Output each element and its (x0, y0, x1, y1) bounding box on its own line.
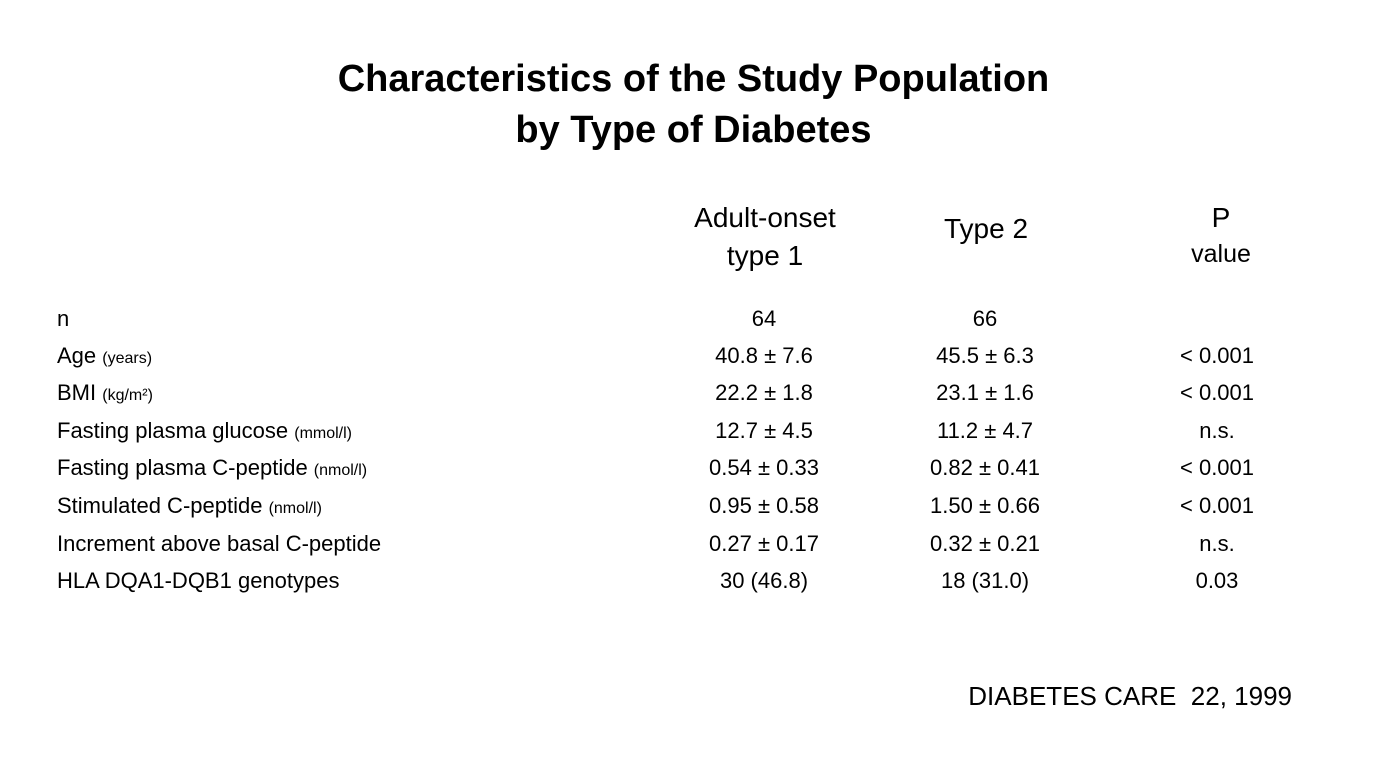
table-row: Fasting plasma glucose (mmol/l) 12.7 ± 4… (0, 420, 1387, 457)
table-row: Increment above basal C-peptide 0.27 ± 0… (0, 533, 1387, 570)
title-line-2: by Type of Diabetes (515, 109, 872, 151)
cell-adult-onset: 12.7 ± 4.5 (715, 418, 813, 443)
table-row: Age (years) 40.8 ± 7.6 45.5 ± 6.3 < 0.00… (0, 345, 1387, 382)
cell-p-value: < 0.001 (1179, 493, 1255, 518)
col-header-p-line-1: P (1211, 202, 1231, 233)
table-row: Fasting plasma C-peptide (nmol/l) 0.54 ±… (0, 457, 1387, 494)
title-line-1: Characteristics of the Study Population (337, 58, 1050, 100)
row-label: BMI (kg/m²) (57, 380, 153, 405)
cell-adult-onset: 0.54 ± 0.33 (709, 455, 819, 480)
table-row: Stimulated C-peptide (nmol/l) 0.95 ± 0.5… (0, 495, 1387, 532)
cell-p-value: < 0.001 (1179, 380, 1255, 405)
row-label: Fasting plasma glucose (mmol/l) (57, 418, 352, 443)
cell-p-value: < 0.001 (1179, 343, 1255, 368)
cell-type2: 1.50 ± 0.66 (930, 493, 1040, 518)
cell-type2: 23.1 ± 1.6 (936, 380, 1034, 405)
cell-p-value: 0.03 (1195, 568, 1239, 593)
table-row: BMI (kg/m²) 22.2 ± 1.8 23.1 ± 1.6 < 0.00… (0, 382, 1387, 419)
cell-type2: 18 (31.0) (940, 568, 1030, 593)
cell-adult-onset: 64 (751, 306, 777, 331)
cell-type2: 11.2 ± 4.7 (936, 418, 1034, 443)
cell-type2: 0.82 ± 0.41 (930, 455, 1040, 480)
col-header-p-line-2: value (1191, 240, 1251, 268)
row-label: n (57, 306, 70, 331)
cell-type2: 66 (972, 306, 998, 331)
citation: DIABETES CARE 22, 1999 (968, 681, 1292, 711)
cell-type2: 0.32 ± 0.21 (930, 531, 1040, 556)
row-label: Stimulated C-peptide (nmol/l) (57, 493, 322, 518)
cell-p-value: n.s. (1199, 418, 1235, 443)
row-label: Fasting plasma C-peptide (nmol/l) (57, 455, 368, 480)
cell-adult-onset: 0.27 ± 0.17 (709, 531, 819, 556)
cell-adult-onset: 22.2 ± 1.8 (715, 380, 813, 405)
row-label: HLA DQA1-DQB1 genotypes (57, 568, 340, 593)
table-row: n 64 66 (0, 308, 1387, 345)
cell-p-value: < 0.001 (1179, 455, 1255, 480)
cell-p-value: n.s. (1199, 531, 1235, 556)
row-label: Age (years) (57, 343, 153, 368)
cell-adult-onset: 0.95 ± 0.58 (709, 493, 819, 518)
col-header-adult-onset-line-2: type 1 (726, 240, 804, 271)
col-header-adult-onset-line-1: Adult-onset (694, 202, 836, 233)
col-header-type2: Type 2 (943, 213, 1029, 244)
cell-type2: 45.5 ± 6.3 (936, 343, 1034, 368)
cell-adult-onset: 40.8 ± 7.6 (715, 343, 813, 368)
row-label: Increment above basal C-peptide (57, 531, 382, 556)
table-row: HLA DQA1-DQB1 genotypes 30 (46.8) 18 (31… (0, 570, 1387, 607)
cell-adult-onset: 30 (46.8) (719, 568, 809, 593)
